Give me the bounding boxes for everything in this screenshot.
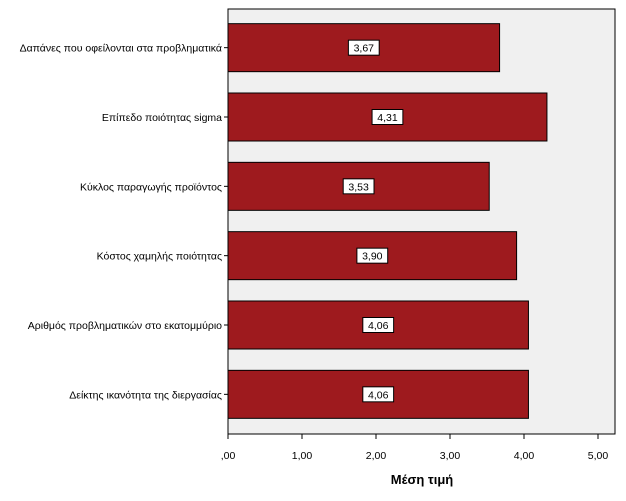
data-label-box [347, 39, 380, 56]
data-label: 4,31 [377, 112, 398, 124]
data-label: 4,06 [368, 389, 389, 401]
data-label: 3,90 [362, 251, 383, 263]
category-label: Επίπεδο ποιότητας sigma [102, 112, 222, 124]
data-label: 3,53 [348, 181, 369, 193]
data-label-box [362, 317, 395, 333]
data-label: 3,67 [354, 43, 375, 55]
category-label: Αριθμός προβληματικών στο εκατομμύριο [28, 320, 222, 332]
x-tick-label: ,00 [221, 450, 236, 462]
x-tick-label: 3,00 [440, 450, 461, 462]
data-label: 4,06 [368, 320, 389, 332]
data-label-box [362, 386, 395, 403]
x-tick-label: 1,00 [292, 450, 313, 462]
data-label-box [342, 178, 375, 195]
plot-area [227, 8, 616, 435]
x-tick-label: 4,00 [514, 450, 535, 462]
x-axis-title: Μέση τιμή [391, 472, 454, 487]
data-label-box [371, 109, 404, 125]
category-label: Δείκτης ικανότητα της διεργασίας [69, 389, 222, 401]
data-label-box [356, 247, 389, 264]
x-tick-label: 2,00 [366, 450, 387, 462]
category-label: Κόστος χαμηλής ποιότητας [97, 251, 222, 263]
category-label: Δαπάνες που οφείλονται στα προβληματικά [20, 43, 222, 55]
category-label: Κύκλος παραγωγής προϊόντος [80, 181, 222, 193]
x-tick-label: 5,00 [588, 450, 609, 462]
